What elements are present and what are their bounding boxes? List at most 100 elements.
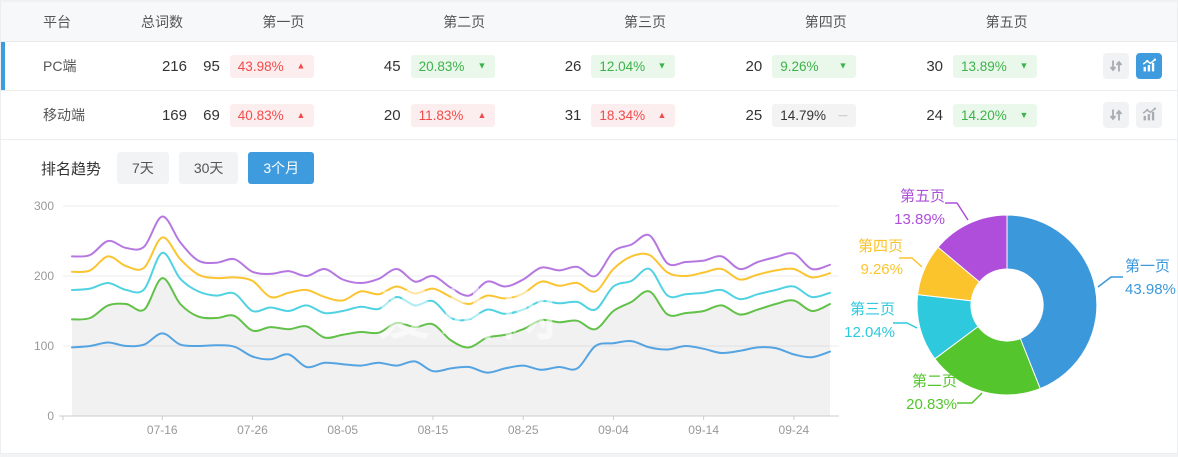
header-page-4: 第四页 <box>735 12 916 32</box>
trend-arrow-icon: — <box>839 110 848 120</box>
page-distribution-donut-chart: 第一页 43.98% 第二页 20.83% 第三页 12.04% 第四页 9.26% 第… <box>839 187 1175 453</box>
sort-arrows-button[interactable] <box>1103 53 1129 79</box>
table-row-pc[interactable]: PC端 216 95 43.98% ▲ 45 20.83% ▼ 26 12.04% ▼… <box>1 42 1177 91</box>
page-count: 69 <box>203 107 220 124</box>
page5-cell: 30 13.89%▼ <box>916 55 1097 78</box>
trend-chart-button[interactable] <box>1136 53 1162 79</box>
trend-arrow-icon: ▼ <box>658 61 667 71</box>
trend-arrow-icon: ▲ <box>477 110 486 120</box>
table-row-mobile[interactable]: 移动端 169 69 40.83% ▲ 20 11.83% ▲ 31 18.34% ▲… <box>1 91 1177 140</box>
pct-badge: 14.20% ▼ <box>953 104 1037 127</box>
slice-percent: 13.89% <box>883 210 945 230</box>
page4-cell: 20 9.26% ▼ <box>735 55 916 78</box>
pct-badge: 12.04% ▼ <box>591 55 675 78</box>
tab-3-months[interactable]: 3个月 <box>248 152 314 184</box>
svg-text:07-26: 07-26 <box>237 423 268 437</box>
donut-label-page-1: 第一页 43.98% <box>1125 257 1176 300</box>
slice-percent: 20.83% <box>875 395 957 415</box>
tab-7-days[interactable]: 7天 <box>117 152 169 184</box>
table-header: 平台 总词数 第一页 第二页 第三页 第四页 第五页 <box>1 2 1177 42</box>
svg-text:07-16: 07-16 <box>147 423 178 437</box>
slice-name: 第四页 <box>845 237 903 257</box>
pct-value: 14.79% <box>780 108 826 123</box>
page-count: 25 <box>746 107 763 124</box>
pct-value: 18.34% <box>599 108 645 123</box>
line-chart-canvas: 爱站网 07-16 07-26 08-05 08-15 08-25 09-04 09-14 09… <box>31 194 841 452</box>
trend-arrow-icon: ▲ <box>296 110 305 120</box>
pct-value: 14.20% <box>961 108 1007 123</box>
slice-name: 第一页 <box>1125 257 1176 277</box>
trend-arrow-icon: ▼ <box>477 61 486 71</box>
sort-arrows-icon <box>1108 107 1124 123</box>
svg-text:08-05: 08-05 <box>327 423 358 437</box>
trend-chart-button[interactable] <box>1136 102 1162 128</box>
slice-name: 第二页 <box>875 372 957 392</box>
trend-chart-icon <box>1140 57 1158 75</box>
tab-30-days[interactable]: 30天 <box>179 152 239 184</box>
donut-label-page-3: 第三页 12.04% <box>839 300 895 343</box>
slice-percent: 12.04% <box>839 323 895 343</box>
page-count: 20 <box>384 107 401 124</box>
svg-text:0: 0 <box>47 409 54 423</box>
total-words: 216 <box>131 58 193 75</box>
pct-badge: 20.83% ▼ <box>411 55 495 78</box>
header-page-5: 第五页 <box>916 12 1097 32</box>
trend-toolbar: 排名趋势 7天 30天 3个月 <box>41 153 1177 183</box>
slice-name: 第三页 <box>839 300 895 320</box>
pct-badge: 40.83% ▲ <box>230 104 314 127</box>
page5-cell: 24 14.20%▼ <box>916 104 1097 127</box>
page-count: 20 <box>746 58 763 75</box>
slice-percent: 43.98% <box>1125 280 1176 300</box>
pct-value: 43.98% <box>238 59 284 74</box>
trend-title: 排名趋势 <box>41 158 101 179</box>
svg-text:09-24: 09-24 <box>779 423 810 437</box>
trend-arrow-icon: ▼ <box>1020 61 1029 71</box>
platform-name: 移动端 <box>1 105 131 125</box>
page-count: 31 <box>565 107 582 124</box>
sort-arrows-button[interactable] <box>1103 102 1129 128</box>
pct-value: 20.83% <box>419 59 465 74</box>
header-total-words: 总词数 <box>131 12 193 32</box>
svg-text:09-14: 09-14 <box>688 423 719 437</box>
page-count: 26 <box>565 58 582 75</box>
donut-label-page-2: 第二页 20.83% <box>875 372 957 415</box>
pct-badge: 18.34% ▲ <box>591 104 675 127</box>
donut-label-page-4: 第四页 9.26% <box>845 237 903 280</box>
page-count: 95 <box>203 58 220 75</box>
trend-arrow-icon: ▼ <box>839 61 848 71</box>
donut-label-page-5: 第五页 13.89% <box>883 187 945 230</box>
slice-percent: 9.26% <box>845 260 903 280</box>
pct-value: 9.26% <box>780 59 818 74</box>
page2-cell: 20 11.83% ▲ <box>374 104 555 127</box>
svg-text:08-15: 08-15 <box>418 423 449 437</box>
page1-cell: 69 40.83% ▲ <box>193 104 374 127</box>
header-page-3: 第三页 <box>555 12 736 32</box>
svg-text:09-04: 09-04 <box>598 423 629 437</box>
page4-cell: 25 14.79% — <box>735 104 916 127</box>
page-count: 45 <box>384 58 401 75</box>
svg-text:爱站网: 爱站网 <box>378 286 564 346</box>
slice-name: 第五页 <box>883 187 945 207</box>
platform-name: PC端 <box>1 56 131 76</box>
trend-arrow-icon: ▲ <box>296 61 305 71</box>
sort-arrows-icon <box>1108 58 1124 74</box>
header-platform: 平台 <box>1 12 131 32</box>
row-actions <box>1097 53 1177 79</box>
page2-cell: 45 20.83% ▼ <box>374 55 555 78</box>
pct-badge: 13.89% ▼ <box>953 55 1037 78</box>
trend-arrow-icon: ▲ <box>658 110 667 120</box>
pct-badge: 9.26% ▼ <box>772 55 856 78</box>
pct-value: 13.89% <box>961 59 1007 74</box>
page3-cell: 31 18.34% ▲ <box>555 104 736 127</box>
svg-text:200: 200 <box>34 269 54 283</box>
total-words: 169 <box>131 107 193 124</box>
pct-value: 11.83% <box>419 108 464 123</box>
svg-text:08-25: 08-25 <box>508 423 539 437</box>
rank-trend-line-chart: 爱站网 07-16 07-26 08-05 08-15 08-25 09-04 09-14 09… <box>31 194 841 452</box>
pct-value: 40.83% <box>238 108 284 123</box>
row-actions <box>1097 102 1177 128</box>
page3-cell: 26 12.04% ▼ <box>555 55 736 78</box>
trend-arrow-icon: ▼ <box>1020 110 1029 120</box>
pct-value: 12.04% <box>599 59 645 74</box>
